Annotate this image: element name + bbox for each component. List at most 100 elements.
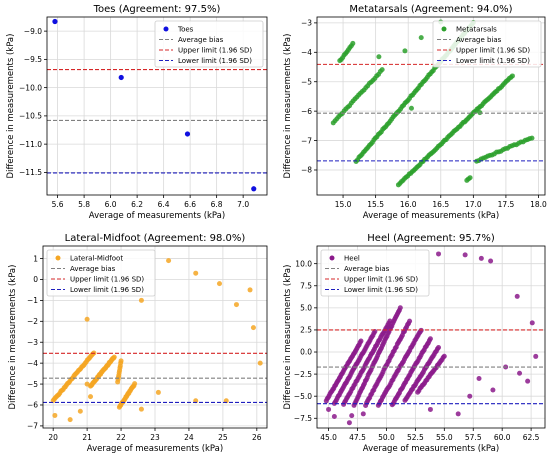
x-tick-label: 15.0 xyxy=(335,200,352,209)
x-tick-label: 21 xyxy=(82,433,92,442)
y-axis-label: Difference in measurements (kPa) xyxy=(283,34,293,179)
data-point xyxy=(349,413,355,419)
data-point xyxy=(402,48,408,54)
x-axis-label: Average of measurements (kPa) xyxy=(363,211,499,221)
y-tick-label: −10.5 xyxy=(19,112,42,121)
chart-title-metatarsals: Metatarsals (Agreement: 94.0%) xyxy=(349,4,512,15)
panel-toes: 5.6 5.8 6.0 6.2 6.4 6.6 6.8 7.0 −11.5 −11.0 −10.5 −… xyxy=(6,4,268,221)
data-point xyxy=(407,318,413,324)
x-tick-label: 25 xyxy=(218,433,228,442)
y-tick-label: −7.5 xyxy=(294,414,312,423)
y-axis-label: Difference in measurements (kPa) xyxy=(283,265,293,410)
data-point xyxy=(251,186,257,192)
data-point xyxy=(166,258,172,264)
x-tick-label: 23 xyxy=(150,433,160,442)
legend-series-label: Metatarsals xyxy=(456,26,497,34)
data-point xyxy=(250,325,256,331)
data-point xyxy=(138,406,144,412)
chart-title-heel: Heel (Agreement: 95.7%) xyxy=(367,233,495,244)
data-point xyxy=(476,376,482,382)
y-tick-label: 10.0 xyxy=(295,259,312,268)
legend-upper-label: Upper limit (1.96 SD) xyxy=(178,47,252,55)
legend-series-marker xyxy=(329,255,335,261)
legend-box xyxy=(154,20,264,68)
y-tick-label: −5 xyxy=(27,380,38,389)
x-tick-label: 55.0 xyxy=(436,433,453,442)
x-tick-label: 60.0 xyxy=(494,433,511,442)
y-tick-label: −11.5 xyxy=(19,168,42,177)
legend-box xyxy=(320,249,430,297)
data-point xyxy=(88,394,94,400)
data-point xyxy=(52,18,58,25)
data-point xyxy=(184,131,191,137)
data-point xyxy=(418,35,424,41)
x-tick-label: 6.4 xyxy=(158,200,170,209)
x-tick-label: 6.8 xyxy=(211,200,223,209)
data-point xyxy=(533,353,539,359)
y-tick-label: 7.5 xyxy=(300,281,312,290)
x-tick-label: 45.0 xyxy=(320,433,337,442)
data-point xyxy=(233,302,239,308)
x-tick-label: 50.0 xyxy=(378,433,395,442)
legend-box xyxy=(46,249,156,297)
legend-lower-label: Lower limit (1.96 SD) xyxy=(456,57,530,65)
data-point xyxy=(478,255,484,261)
y-tick-label: −2 xyxy=(27,317,38,326)
y-axis-label: Difference in measurements (kPa) xyxy=(6,34,16,179)
data-point xyxy=(331,414,337,420)
y-tick-label: −4 xyxy=(27,359,38,368)
y-axis-label: Difference in measurements (kPa) xyxy=(8,265,18,410)
data-point xyxy=(529,320,535,326)
legend-series-marker xyxy=(163,26,169,32)
data-point xyxy=(84,381,90,387)
data-point xyxy=(455,411,461,417)
data-point xyxy=(118,74,124,81)
data-point xyxy=(436,251,442,257)
legend-series-marker xyxy=(441,26,447,32)
data-point xyxy=(247,287,253,293)
x-tick-label: 52.5 xyxy=(407,433,424,442)
legend-series-marker xyxy=(55,255,61,261)
data-point xyxy=(132,381,138,387)
data-point xyxy=(358,338,364,344)
legend-series-label: Lateral-Midfoot xyxy=(70,255,123,263)
data-point xyxy=(350,40,356,46)
y-tick-label: −3 xyxy=(301,19,312,28)
legend-series-label: Heel xyxy=(344,255,360,263)
data-point xyxy=(257,360,263,366)
y-tick-label: −9.0 xyxy=(24,27,42,36)
legend-bias-label: Average bias xyxy=(456,36,502,44)
data-point xyxy=(525,378,531,384)
data-point xyxy=(67,417,73,423)
data-point xyxy=(477,110,483,116)
data-point xyxy=(436,345,442,351)
x-tick-label: 24 xyxy=(184,433,194,442)
x-tick-label: 57.5 xyxy=(465,433,482,442)
legend-series-label: Toes xyxy=(177,26,194,34)
data-point xyxy=(397,305,403,311)
x-tick-label: 16.5 xyxy=(432,200,449,209)
legend-upper-label: Upper limit (1.96 SD) xyxy=(344,276,418,284)
y-tick-label: −3 xyxy=(27,338,38,347)
panel-metatarsals: 15.0 15.5 16.0 16.5 17.0 17.5 18.0 −8 −7 −6 −5 −4 −3… xyxy=(283,4,547,221)
data-point xyxy=(138,297,144,303)
data-point xyxy=(111,354,117,360)
data-point xyxy=(155,389,161,395)
y-tick-label: −7 xyxy=(301,136,312,145)
chart-title-lateral-midfoot: Lateral-Midfoot (Agreement: 98.0%) xyxy=(65,233,246,244)
x-axis-label: Average of measurements (kPa) xyxy=(89,211,225,221)
legend-upper-label: Upper limit (1.96 SD) xyxy=(456,47,530,55)
axes-frame xyxy=(316,245,546,429)
x-tick-label: 26 xyxy=(252,433,262,442)
x-axis-label: Average of measurements (kPa) xyxy=(87,444,223,454)
data-point xyxy=(441,353,447,359)
x-tick-label: 62.5 xyxy=(523,433,540,442)
legend-lower-label: Lower limit (1.96 SD) xyxy=(70,286,144,294)
data-point xyxy=(462,252,468,258)
data-point xyxy=(326,406,332,412)
x-tick-label: 6.0 xyxy=(105,200,117,209)
x-tick-label: 7.0 xyxy=(237,200,249,209)
x-tick-label: 5.6 xyxy=(52,200,64,209)
x-tick-label: 17.0 xyxy=(465,200,482,209)
y-tick-label: −10.0 xyxy=(19,83,42,92)
